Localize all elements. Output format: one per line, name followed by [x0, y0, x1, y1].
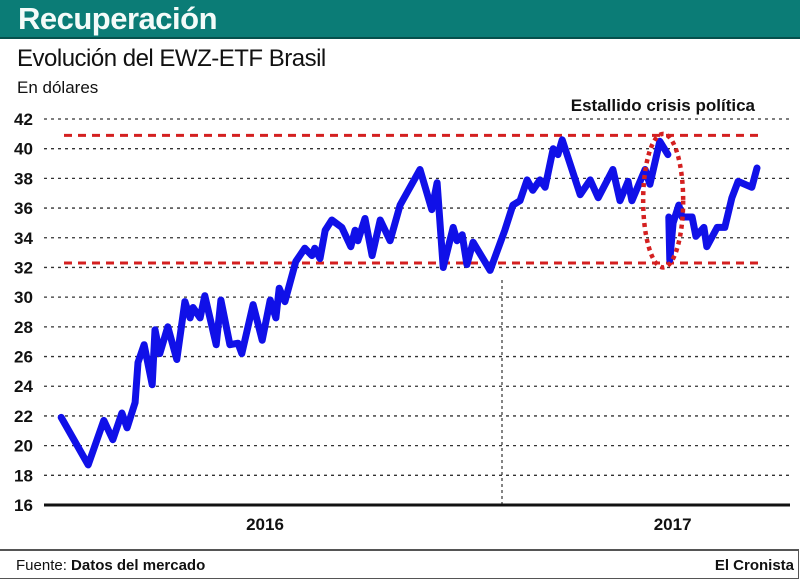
y-tick-label: 34	[14, 229, 33, 248]
y-tick-label: 32	[14, 258, 33, 277]
y-tick-label: 20	[14, 437, 33, 456]
source: Fuente: Datos del mercado	[16, 557, 205, 574]
annotation-label: Estallido crisis política	[571, 96, 756, 115]
x-tick-label: 2016	[246, 515, 284, 534]
y-tick-label: 30	[14, 288, 33, 307]
y-tick-label: 24	[14, 377, 33, 396]
annotation-ellipse	[643, 134, 683, 268]
footer: Fuente: Datos del mercado El Cronista	[0, 549, 799, 579]
y-tick-label: 36	[14, 199, 33, 218]
y-tick-label: 16	[14, 496, 33, 515]
source-name: Datos del mercado	[71, 557, 205, 574]
brand-logo: El Cronista	[715, 557, 794, 574]
x-tick-label: 2017	[654, 515, 692, 534]
y-tick-label: 28	[14, 318, 33, 337]
line-chart: 16 18 20 22 24 26 28 30 32 34 36 38 40 42 2016 2017 Esta…	[0, 0, 800, 545]
source-label: Fuente:	[16, 557, 67, 574]
y-tick-label: 38	[14, 169, 33, 188]
y-tick-label: 42	[14, 110, 33, 129]
y-tick-label: 40	[14, 140, 33, 159]
y-tick-label: 26	[14, 348, 33, 367]
y-tick-label: 22	[14, 407, 33, 426]
y-tick-label: 18	[14, 466, 33, 485]
